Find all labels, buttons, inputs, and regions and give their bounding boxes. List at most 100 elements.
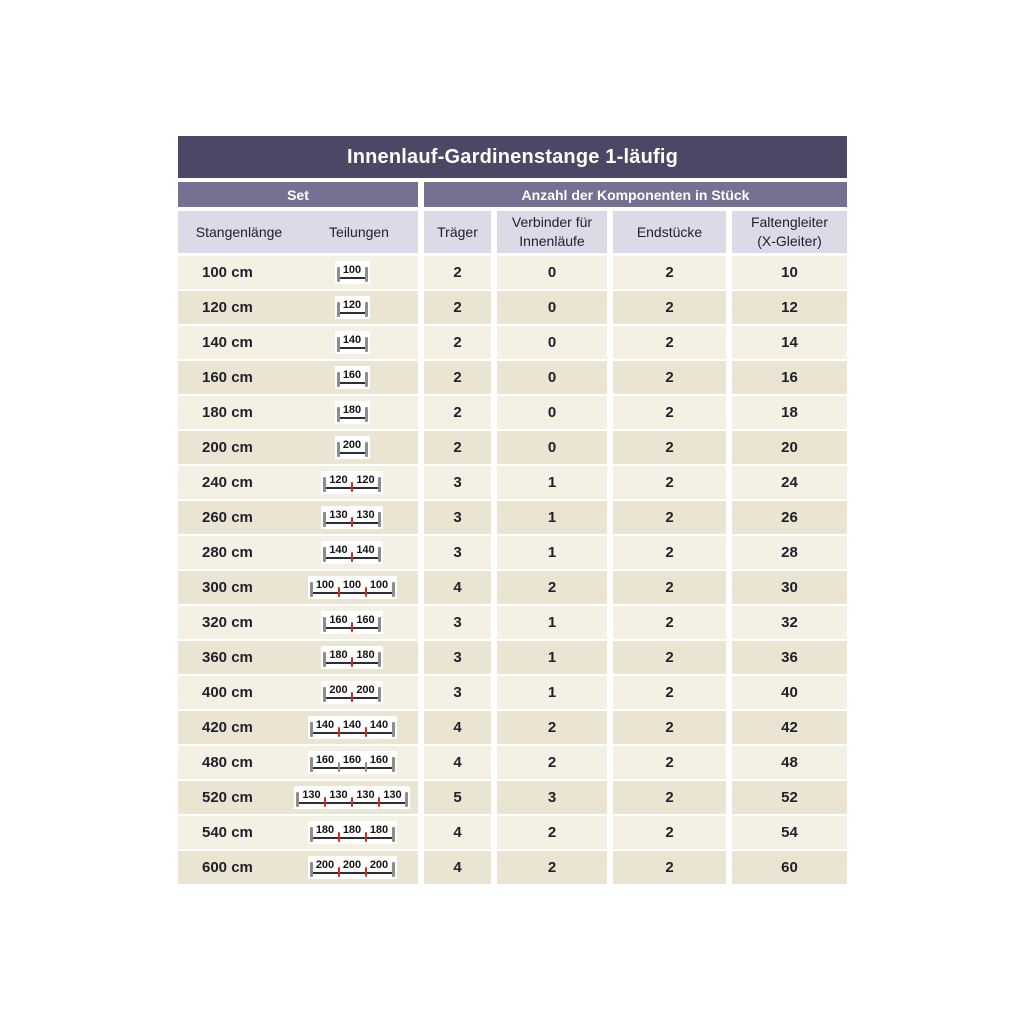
table-row: 100 cm 100 2 0 2 10 xyxy=(178,256,847,289)
rod-length: 480 cm xyxy=(202,754,253,771)
set-cell: 140 cm 140 xyxy=(178,326,418,359)
endstuecke-count: 2 xyxy=(613,501,726,534)
segment-length-label: 140 xyxy=(326,543,351,559)
division-dimension-icon: 180 180 xyxy=(321,646,383,669)
traeger-count: 2 xyxy=(424,396,491,429)
endstuecke-count: 2 xyxy=(613,711,726,744)
division-diagram-slot: 100 xyxy=(286,261,418,284)
col-header-endstuecke: Endstücke xyxy=(613,211,726,253)
endstuecke-count: 2 xyxy=(613,291,726,324)
segment-length-label: 140 xyxy=(366,718,392,734)
set-cell: 420 cm 140 140 140 xyxy=(178,711,418,744)
segment-length-label: 180 xyxy=(339,823,365,839)
set-cell: 300 cm 100 100 100 xyxy=(178,571,418,604)
endstuecke-count: 2 xyxy=(613,641,726,674)
faltengleiter-count: 26 xyxy=(732,501,847,534)
endstuecke-count: 2 xyxy=(613,361,726,394)
segment-length-label: 160 xyxy=(353,613,378,629)
table-row: 120 cm 120 2 0 2 12 xyxy=(178,291,847,324)
group-header-set: Set xyxy=(178,182,418,207)
product-spec-table: Innenlauf-Gardinenstange 1-läufig Set An… xyxy=(178,136,847,886)
division-diagram-slot: 130 130 130 130 xyxy=(286,786,418,809)
segment-length-label: 130 xyxy=(326,788,351,804)
traeger-count: 3 xyxy=(424,676,491,709)
segment-length-label: 160 xyxy=(339,368,365,384)
verbinder-count: 2 xyxy=(497,851,607,884)
table-row: 260 cm 130 130 3 1 2 26 xyxy=(178,501,847,534)
set-cell: 120 cm 120 xyxy=(178,291,418,324)
verbinder-count: 1 xyxy=(497,641,607,674)
end-pin-icon xyxy=(405,792,408,807)
division-dimension-icon: 130 130 130 130 xyxy=(294,786,410,809)
segment-length-label: 160 xyxy=(326,613,351,629)
division-diagram-slot: 130 130 xyxy=(286,506,418,529)
set-cell: 600 cm 200 200 200 xyxy=(178,851,418,884)
end-pin-icon xyxy=(296,792,299,807)
set-cell: 320 cm 160 160 xyxy=(178,606,418,639)
segment-length-label: 160 xyxy=(312,753,338,769)
verbinder-count: 1 xyxy=(497,606,607,639)
verbinder-count: 2 xyxy=(497,711,607,744)
segment-length-label: 200 xyxy=(353,683,378,699)
table-row: 320 cm 160 160 3 1 2 32 xyxy=(178,606,847,639)
set-cell: 280 cm 140 140 xyxy=(178,536,418,569)
divider-pin-icon xyxy=(337,832,340,842)
column-header-row: Stangenlänge Teilungen Träger Verbinder … xyxy=(178,211,847,253)
rod-length: 140 cm xyxy=(202,334,253,351)
end-pin-icon xyxy=(309,862,313,877)
segment-length-label: 160 xyxy=(366,753,392,769)
rod-length: 520 cm xyxy=(202,789,253,806)
division-diagram-slot: 180 180 xyxy=(286,646,418,669)
end-pin-icon xyxy=(391,722,395,737)
end-pin-icon xyxy=(323,652,326,667)
endstuecke-count: 2 xyxy=(613,571,726,604)
segment-length-label: 120 xyxy=(339,298,365,314)
segment-length-label: 180 xyxy=(339,403,365,419)
table-row: 300 cm 100 100 100 4 2 2 30 xyxy=(178,571,847,604)
verbinder-count: 1 xyxy=(497,676,607,709)
set-cell: 200 cm 200 xyxy=(178,431,418,464)
endstuecke-count: 2 xyxy=(613,536,726,569)
end-pin-icon xyxy=(336,337,340,352)
divider-pin-icon xyxy=(351,657,353,667)
divider-pin-icon xyxy=(337,587,340,597)
segment-length-label: 130 xyxy=(380,788,405,804)
division-diagram-slot: 160 160 xyxy=(286,611,418,634)
divider-pin-icon xyxy=(351,482,353,492)
divider-pin-icon xyxy=(364,587,367,597)
division-dimension-icon: 120 xyxy=(334,296,370,319)
set-cell: 480 cm 160 160 160 xyxy=(178,746,418,779)
endstuecke-count: 2 xyxy=(613,256,726,289)
verbinder-count: 3 xyxy=(497,781,607,814)
faltengleiter-count: 12 xyxy=(732,291,847,324)
end-pin-icon xyxy=(323,477,326,492)
endstuecke-count: 2 xyxy=(613,851,726,884)
col-header-verbinder: Verbinder für Innenläufe xyxy=(497,211,607,253)
end-pin-icon xyxy=(378,512,381,527)
verbinder-count: 2 xyxy=(497,816,607,849)
table-row: 160 cm 160 2 0 2 16 xyxy=(178,361,847,394)
segment-length-label: 130 xyxy=(353,788,378,804)
end-pin-icon xyxy=(378,617,381,632)
set-cell: 100 cm 100 xyxy=(178,256,418,289)
end-pin-icon xyxy=(336,302,340,317)
endstuecke-count: 2 xyxy=(613,781,726,814)
division-dimension-icon: 140 140 xyxy=(321,541,383,564)
division-dimension-icon: 200 200 200 xyxy=(307,856,397,879)
segment-length-label: 200 xyxy=(366,858,392,874)
endstuecke-count: 2 xyxy=(613,746,726,779)
col-header-set-group: Stangenlänge Teilungen xyxy=(178,211,418,253)
end-pin-icon xyxy=(391,757,395,772)
verbinder-count: 0 xyxy=(497,326,607,359)
division-dimension-icon: 120 120 xyxy=(321,471,383,494)
table-row: 520 cm 130 130 130 130 5 3 2 52 xyxy=(178,781,847,814)
division-diagram-slot: 140 140 xyxy=(286,541,418,564)
faltengleiter-count: 28 xyxy=(732,536,847,569)
table-row: 420 cm 140 140 140 4 2 2 42 xyxy=(178,711,847,744)
col-header-faltengleiter: Faltengleiter (X-Gleiter) xyxy=(732,211,847,253)
divider-pin-icon xyxy=(351,622,353,632)
verbinder-count: 1 xyxy=(497,501,607,534)
end-pin-icon xyxy=(364,442,368,457)
verbinder-count: 2 xyxy=(497,746,607,779)
rod-length: 160 cm xyxy=(202,369,253,386)
